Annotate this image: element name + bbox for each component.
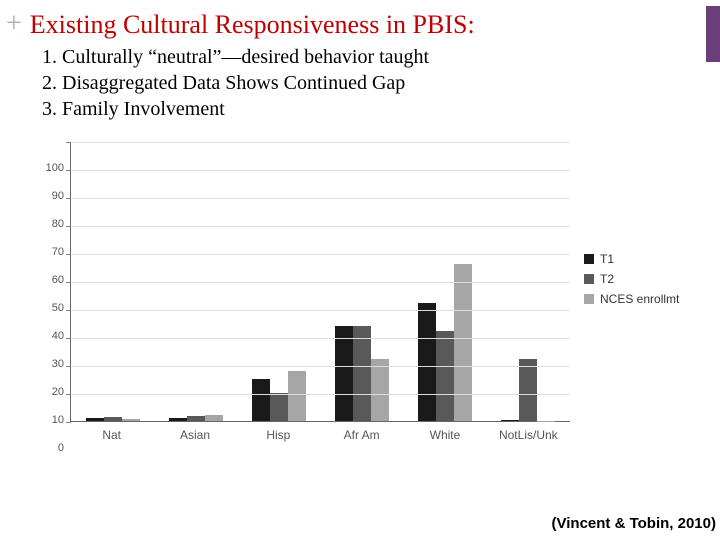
x-axis-label: Afr Am xyxy=(320,428,403,442)
y-tick xyxy=(66,254,71,255)
y-tick xyxy=(66,310,71,311)
bullet-list: 1. Culturally “neutral”—desired behavior… xyxy=(0,42,720,128)
gridline xyxy=(71,338,570,339)
gridline xyxy=(71,366,570,367)
list-item: 1. Culturally “neutral”—desired behavior… xyxy=(42,44,712,70)
legend-label: T2 xyxy=(600,272,614,286)
y-tick xyxy=(66,394,71,395)
y-tick xyxy=(66,142,71,143)
legend-item: NCES enrollmt xyxy=(584,292,679,306)
gridline xyxy=(71,394,570,395)
bar xyxy=(104,417,122,421)
y-tick xyxy=(66,282,71,283)
gridline xyxy=(71,310,570,311)
chart-legend: T1 T2 NCES enrollmt xyxy=(584,252,679,312)
bar xyxy=(86,418,104,421)
bar xyxy=(288,371,306,421)
legend-item: T2 xyxy=(584,272,679,286)
gridline xyxy=(71,254,570,255)
bar xyxy=(501,420,519,421)
legend-label: NCES enrollmt xyxy=(600,292,679,306)
legend-swatch xyxy=(584,274,594,284)
plus-icon: + xyxy=(6,10,22,38)
bar xyxy=(371,359,389,421)
bar xyxy=(519,359,537,421)
legend-swatch xyxy=(584,294,594,304)
y-tick xyxy=(66,422,71,423)
bar xyxy=(436,331,454,421)
y-tick xyxy=(66,338,71,339)
bar xyxy=(418,303,436,421)
gridline xyxy=(71,170,570,171)
gridline xyxy=(71,198,570,199)
y-tick xyxy=(66,366,71,367)
y-axis-label: 100 xyxy=(36,162,64,214)
y-tick xyxy=(66,198,71,199)
legend-item: T1 xyxy=(584,252,679,266)
y-tick xyxy=(66,170,71,171)
list-item: 3. Family Involvement xyxy=(42,96,712,122)
bar xyxy=(252,379,270,421)
x-axis-label: White xyxy=(403,428,486,442)
bar-chart: T1T2NCES enrollmt 0102030405060708090100… xyxy=(24,142,694,462)
page-title: Existing Cultural Responsiveness in PBIS… xyxy=(30,10,475,40)
header-row: + Existing Cultural Responsiveness in PB… xyxy=(0,0,720,42)
x-axis-label: Hisp xyxy=(237,428,320,442)
bar xyxy=(122,419,140,421)
accent-bar xyxy=(706,6,720,62)
legend-swatch xyxy=(584,254,594,264)
x-axis-label: Nat xyxy=(70,428,153,442)
bar xyxy=(270,393,288,421)
gridline xyxy=(71,142,570,143)
bar xyxy=(335,326,353,421)
gridline xyxy=(71,226,570,227)
bar xyxy=(169,418,187,421)
plot-area xyxy=(70,142,570,422)
citation-text: (Vincent & Tobin, 2010) xyxy=(552,515,716,532)
bar xyxy=(205,415,223,421)
bar xyxy=(187,416,205,421)
legend-label: T1 xyxy=(600,252,614,266)
y-tick xyxy=(66,226,71,227)
bar xyxy=(353,326,371,421)
list-item: 2. Disaggregated Data Shows Continued Ga… xyxy=(42,70,712,96)
gridline xyxy=(71,282,570,283)
x-axis-label: Asian xyxy=(153,428,236,442)
bar xyxy=(454,264,472,421)
x-axis-label: NotLis/Unk xyxy=(487,428,570,442)
